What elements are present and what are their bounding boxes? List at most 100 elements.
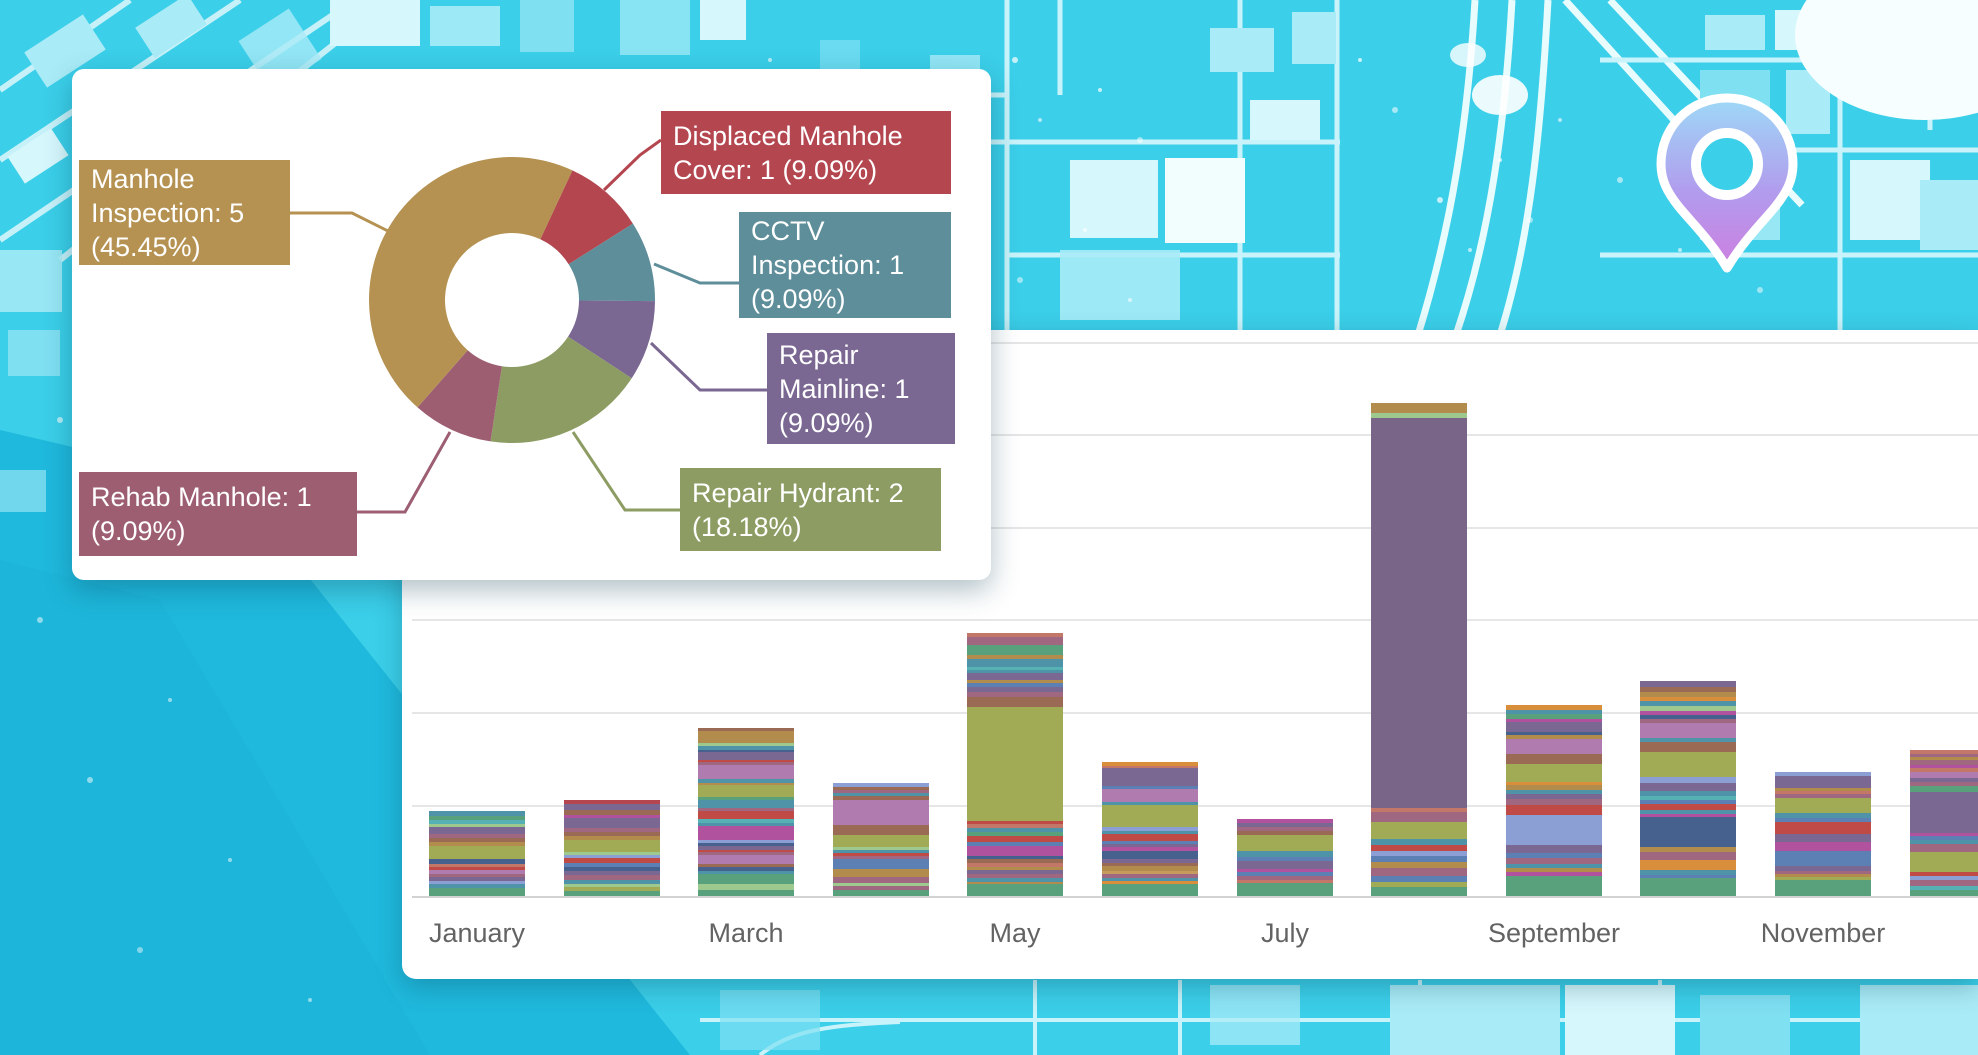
donut-slice-cctv-inspection[interactable] xyxy=(568,223,655,302)
monthly-work-orders-chart-panel: January March May July September November xyxy=(402,330,1978,979)
bar-march[interactable] xyxy=(698,728,794,896)
bar-january[interactable] xyxy=(429,811,525,896)
map-water-deep xyxy=(0,560,430,1055)
bar-june[interactable] xyxy=(1102,762,1198,896)
bar-segment xyxy=(698,867,794,871)
x-axis-label-september: September xyxy=(1487,918,1621,948)
bar-august[interactable] xyxy=(1371,403,1467,896)
bar-february[interactable] xyxy=(564,800,660,896)
bar-segment xyxy=(1910,876,1978,880)
bar-july[interactable] xyxy=(1237,819,1333,896)
bar-segment xyxy=(1506,853,1602,858)
bar-october[interactable] xyxy=(1640,681,1736,896)
bar-may[interactable] xyxy=(967,633,1063,896)
bar-segment xyxy=(1506,739,1602,754)
bar-segment xyxy=(1910,750,1978,754)
bar-segment xyxy=(429,874,525,877)
bar-segment xyxy=(1775,871,1871,874)
bar-segment xyxy=(564,836,660,840)
bar-segment xyxy=(698,890,794,896)
map-freeway xyxy=(1414,0,1805,337)
work-order-type-popup: Manhole Inspection: 5 (45.45%) Displaced… xyxy=(72,69,991,580)
bar-segment xyxy=(833,869,929,877)
x-axis-label-january: January xyxy=(428,918,526,948)
bar-november[interactable] xyxy=(1775,772,1871,896)
bar-segment xyxy=(698,750,794,752)
donut-slice-displaced-manhole-cover[interactable] xyxy=(540,170,633,265)
bar-segment xyxy=(1371,808,1467,812)
bar-segment xyxy=(1506,864,1602,868)
bar-segment xyxy=(1910,872,1978,876)
bar-segment xyxy=(1775,818,1871,822)
bar-segment xyxy=(1102,768,1198,786)
map-cloud xyxy=(1450,0,1978,120)
bar-segment xyxy=(1640,706,1736,711)
bar-segment xyxy=(1102,859,1198,863)
bar-december[interactable] xyxy=(1910,750,1978,896)
bar-segment xyxy=(564,880,660,884)
bar-segment xyxy=(1910,886,1978,890)
bar-segment xyxy=(1506,719,1602,722)
donut-slice-rehab-manhole[interactable] xyxy=(417,350,502,442)
bar-segment xyxy=(1237,851,1333,857)
callout-repair-hydrant: Repair Hydrant: 2 (18.18%) xyxy=(680,468,941,551)
bar-segment xyxy=(698,864,794,867)
bar-segment xyxy=(564,832,660,836)
bar-segment xyxy=(967,659,1063,667)
bar-segment xyxy=(698,797,794,800)
bar-segment xyxy=(1640,719,1736,723)
bar-segment xyxy=(564,891,660,896)
bar-segment xyxy=(1506,799,1602,805)
bar-september[interactable] xyxy=(1506,705,1602,896)
bar-segment xyxy=(967,836,1063,842)
bar-segment xyxy=(564,828,660,832)
bar-segment xyxy=(429,838,525,842)
bar-segment xyxy=(833,790,929,793)
bar-segment xyxy=(1640,711,1736,715)
bar-segment xyxy=(1640,870,1736,875)
bar-segment xyxy=(1910,782,1978,786)
grid-line xyxy=(412,434,1978,436)
bar-segment xyxy=(1775,776,1871,788)
bar-segment xyxy=(1506,790,1602,794)
grid-line xyxy=(412,342,1978,344)
bar-segment xyxy=(1371,812,1467,822)
bar-segment xyxy=(1640,697,1736,701)
donut-chart[interactable] xyxy=(72,69,991,580)
donut-slice-repair-mainline[interactable] xyxy=(568,300,655,379)
bar-segment xyxy=(967,832,1063,836)
bar-segment xyxy=(1640,796,1736,800)
bar-segment xyxy=(1640,715,1736,719)
bar-segment xyxy=(1775,851,1871,866)
bar-segment xyxy=(1910,880,1978,886)
bar-segment xyxy=(698,840,794,843)
donut-slice-repair-hydrant[interactable] xyxy=(490,336,632,443)
bar-segment xyxy=(429,842,525,846)
bar-segment xyxy=(698,728,794,731)
bar-segment xyxy=(1910,754,1978,757)
bar-segment xyxy=(1506,735,1602,739)
bar-segment xyxy=(698,779,794,783)
bar-segment xyxy=(1371,403,1467,413)
bar-segment xyxy=(1640,783,1736,791)
bar-segment xyxy=(1506,705,1602,710)
donut-slice-manhole-inspection[interactable] xyxy=(369,157,573,408)
bar-segment xyxy=(1506,722,1602,732)
bar-segment xyxy=(1102,805,1198,827)
bar-segment xyxy=(564,875,660,880)
bar-segment xyxy=(1506,858,1602,864)
bar-segment xyxy=(833,877,929,883)
bar-april[interactable] xyxy=(833,783,929,896)
bar-segment xyxy=(1775,798,1871,813)
x-axis-label-november: November xyxy=(1760,918,1886,948)
bar-segment xyxy=(967,680,1063,683)
callout-text: Displaced Manhole Cover: 1 (9.09%) xyxy=(673,120,903,185)
bar-segment xyxy=(429,884,525,888)
bar-segment xyxy=(833,883,929,886)
bar-segment xyxy=(698,731,794,743)
bar-segment xyxy=(1102,851,1198,859)
map-pin-icon[interactable] xyxy=(1656,93,1798,273)
bar-segment xyxy=(967,645,1063,655)
callout-displaced-manhole-cover: Displaced Manhole Cover: 1 (9.09%) xyxy=(661,111,951,194)
bar-segment xyxy=(698,783,794,785)
